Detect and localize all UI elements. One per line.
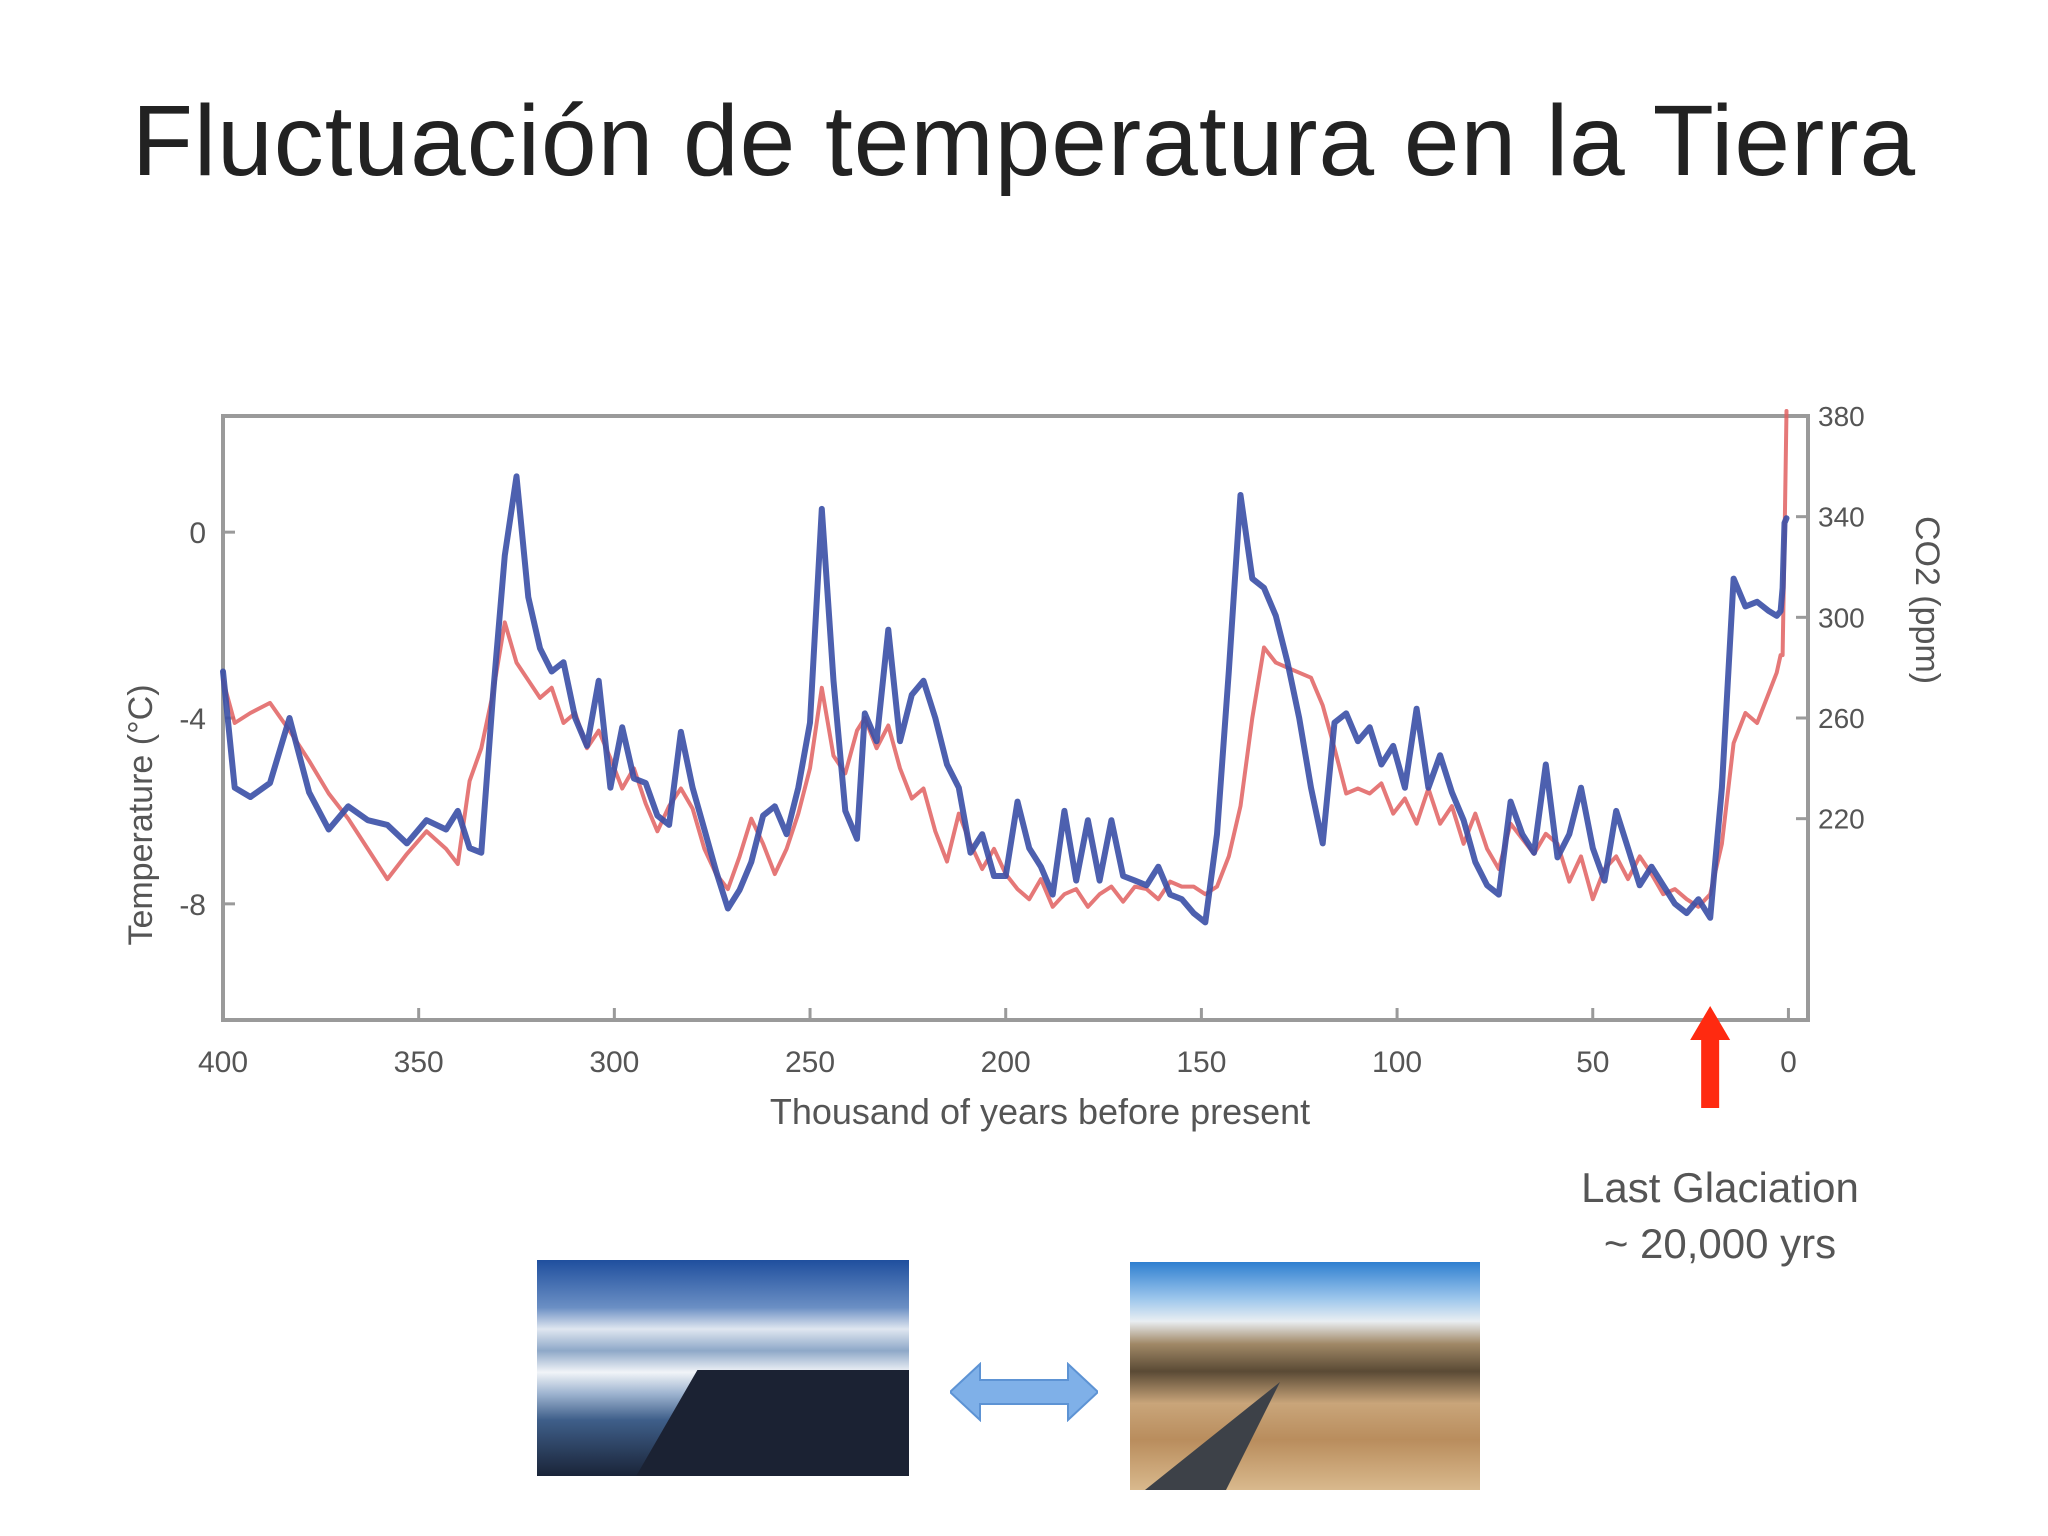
x-tick-label: 50 xyxy=(1576,1046,1609,1079)
y-left-axis-label: Temperature (°C) xyxy=(122,684,160,945)
last-glaciation-annotation: Last Glaciation ~ 20,000 yrs xyxy=(1520,1160,1920,1272)
x-tick-label: 350 xyxy=(394,1046,444,1079)
y-left-tick-label: -8 xyxy=(179,889,206,922)
red-up-arrow-icon xyxy=(1690,1006,1731,1108)
x-tick-label: 400 xyxy=(198,1046,248,1079)
x-tick-label: 150 xyxy=(1176,1046,1226,1079)
annotation-line-2: ~ 20,000 yrs xyxy=(1603,1220,1837,1267)
desert-photo xyxy=(1130,1262,1480,1490)
series-line-co2 xyxy=(221,409,1789,909)
x-axis-label: Thousand of years before present xyxy=(770,1091,1310,1132)
series-line-temperature xyxy=(220,473,1790,926)
x-tick-label: 250 xyxy=(785,1046,835,1079)
y-right-tick-label: 260 xyxy=(1818,703,1865,734)
annotation-line-1: Last Glaciation xyxy=(1581,1164,1859,1211)
plot-frame xyxy=(221,414,1810,1022)
x-tick-label: 300 xyxy=(589,1046,639,1079)
slide-title: Fluctuación de temperatura en la Tierra xyxy=(131,85,1917,197)
glacier-photo xyxy=(537,1260,909,1476)
x-tick-label: 0 xyxy=(1780,1046,1797,1079)
x-tick-label: 200 xyxy=(981,1046,1031,1079)
y-right-tick-label: 340 xyxy=(1818,502,1865,533)
y-right-tick-label: 220 xyxy=(1818,804,1865,835)
y-right-tick-label: 380 xyxy=(1818,401,1865,432)
y-right-axis-label: CO2 (ppm) xyxy=(1908,516,1946,684)
y-left-tick-label: -4 xyxy=(179,703,206,736)
y-right-tick-label: 300 xyxy=(1818,602,1865,633)
y-left-tick-label: 0 xyxy=(189,517,206,550)
x-tick-label: 100 xyxy=(1372,1046,1422,1079)
double-arrow-icon xyxy=(950,1362,1098,1422)
